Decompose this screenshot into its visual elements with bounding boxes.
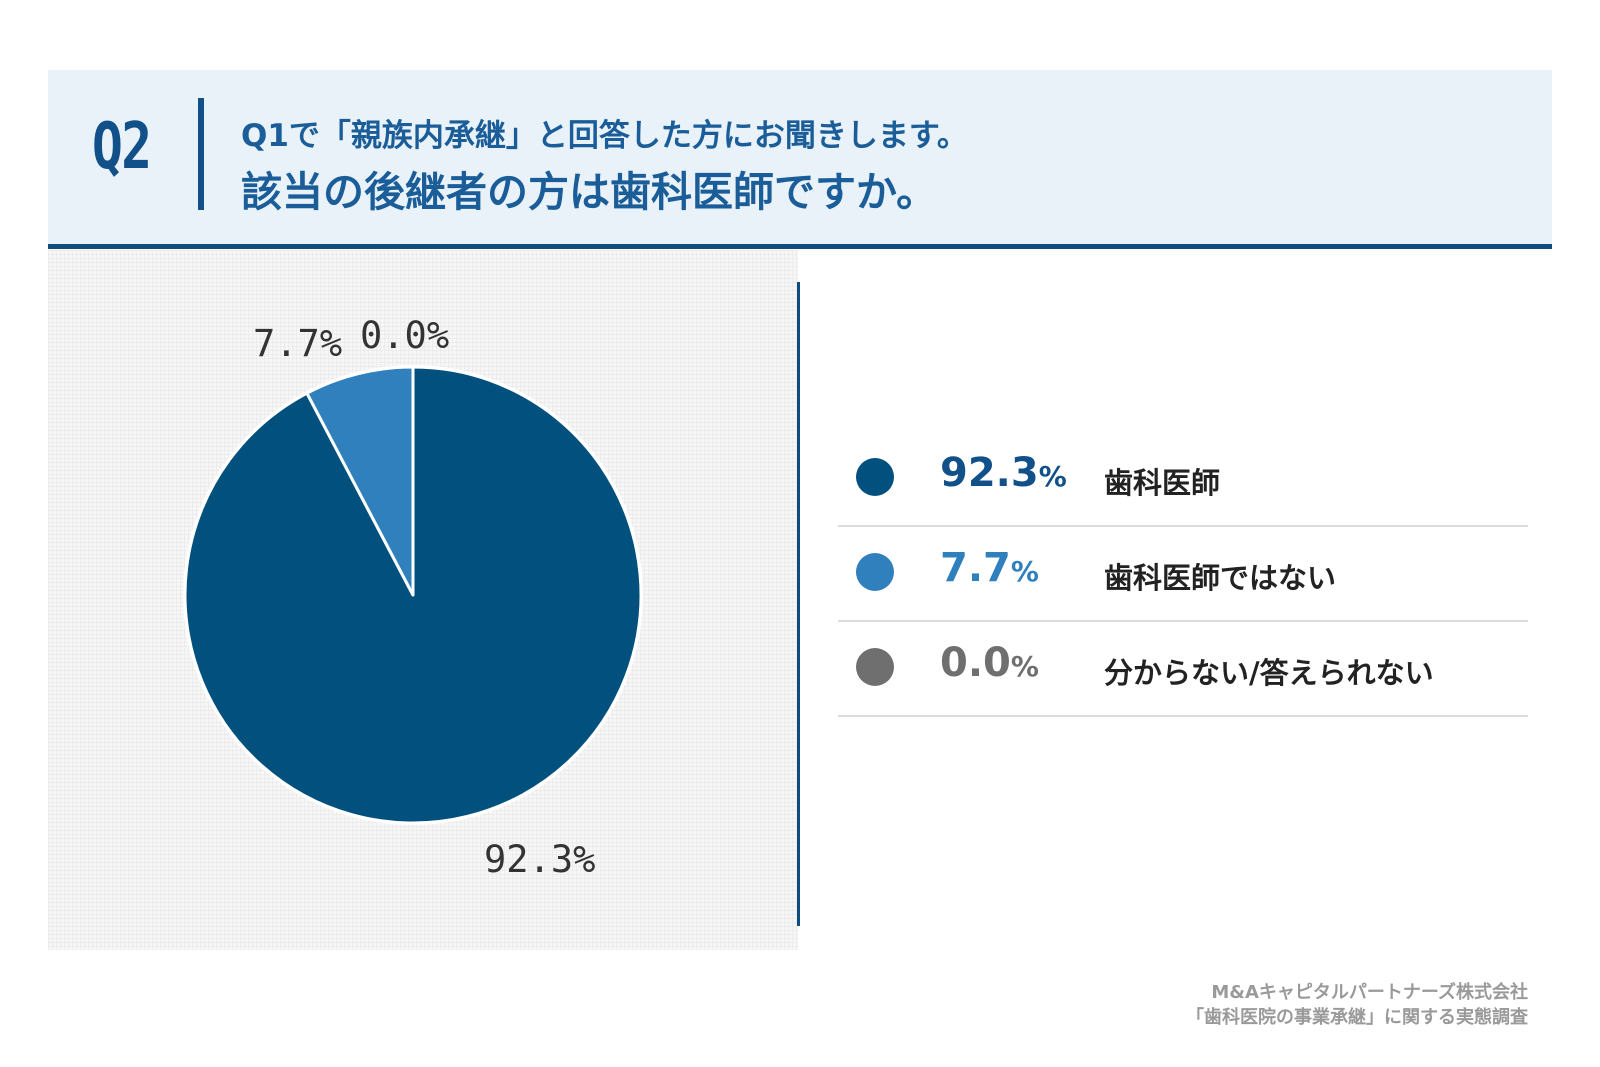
legend-dot <box>856 648 894 686</box>
header-divider <box>198 98 204 210</box>
percent-sign: % <box>1010 555 1039 588</box>
percent-sign: % <box>1010 650 1039 683</box>
legend-percent-value: 0.0 <box>940 640 1011 686</box>
percent-sign: % <box>1038 460 1067 493</box>
pie-chart-panel: 92.3% 7.7% 0.0% <box>48 250 798 950</box>
legend-percent: 7.7% <box>940 545 1039 591</box>
legend-label: 歯科医師ではない <box>1104 561 1337 595</box>
legend-percent-value: 92.3 <box>940 450 1039 496</box>
legend-dot <box>856 553 894 591</box>
legend-percent-value: 7.7 <box>940 545 1011 591</box>
legend-percent: 92.3% <box>940 450 1067 496</box>
question-number: Q2 <box>92 110 152 184</box>
legend-row-not-dentist: 7.7% 歯科医師ではない <box>838 527 1528 622</box>
panel-divider <box>797 282 800 926</box>
question-header: Q2 Q1で「親族内承継」と回答した方にお聞きします。 該当の後継者の方は歯科医… <box>48 70 1552 249</box>
question-preface: Q1で「親族内承継」と回答した方にお聞きします。 <box>241 118 968 154</box>
legend-percent: 0.0% <box>940 640 1039 686</box>
pie-chart <box>183 365 643 825</box>
source-credit: M&Aキャピタルパートナーズ株式会社 「歯科医院の事業承継」に関する実態調査 <box>1186 980 1528 1030</box>
pie-slice-0 <box>183 365 643 825</box>
legend-label: 分からない/答えられない <box>1104 656 1434 690</box>
pie-slice-1 <box>305 365 415 597</box>
question-title: 該当の後継者の方は歯科医師ですか。 <box>241 168 938 216</box>
source-survey: 「歯科医院の事業承継」に関する実態調査 <box>1186 1007 1528 1028</box>
source-company: M&Aキャピタルパートナーズ株式会社 <box>1211 982 1528 1003</box>
legend-label: 歯科医師 <box>1104 466 1221 500</box>
pie-label-not-dentist: 7.7% <box>253 322 343 365</box>
pie-label-dentist: 92.3% <box>484 838 596 881</box>
legend-row-dentist: 92.3% 歯科医師 <box>838 432 1528 527</box>
pie-label-unknown: 0.0% <box>360 314 450 357</box>
legend-row-unknown: 0.0% 分からない/答えられない <box>838 622 1528 717</box>
legend-dot <box>856 458 894 496</box>
legend: 92.3% 歯科医師 7.7% 歯科医師ではない 0.0% 分からない/答えられ… <box>838 432 1528 717</box>
